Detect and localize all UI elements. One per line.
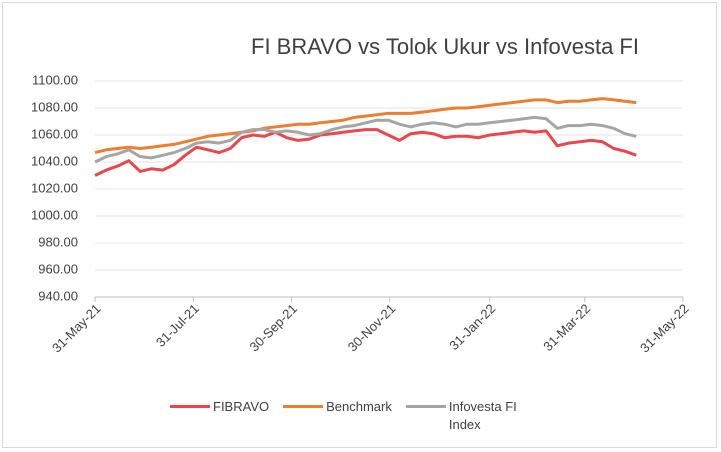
x-tick-label: 31-Jul-21 <box>153 301 202 350</box>
series-line <box>94 115 637 164</box>
y-tick-label: 1000.00 <box>31 207 78 222</box>
y-tick-label: 1100.00 <box>32 72 78 87</box>
y-tick-label: 1060.00 <box>31 126 78 141</box>
x-tick-label: 31-Mar-22 <box>540 301 593 354</box>
x-tick-label: 30-Sep-21 <box>247 301 301 355</box>
legend-swatch <box>283 405 324 408</box>
legend-label: FIBRAVO <box>213 399 270 414</box>
legend-label: Infovesta FI Index <box>448 399 517 432</box>
chart-card <box>2 2 717 448</box>
y-tick-label: 1040.00 <box>31 153 78 168</box>
x-tick-label: 31-Jan-22 <box>446 301 498 353</box>
legend: FIBRAVO Benchmark Infovesta FI Index <box>170 398 519 434</box>
y-tick-label: 980.00 <box>38 234 78 249</box>
series-line <box>94 97 637 155</box>
series-line <box>94 128 637 177</box>
legend-swatch <box>405 405 446 408</box>
x-tick-label: 31-May-22 <box>637 301 692 356</box>
y-tick-label: 1020.00 <box>31 180 78 195</box>
y-tick-label: 1080.00 <box>31 99 78 114</box>
y-tick-label: 960.00 <box>38 261 78 276</box>
chart-title: FI BRAVO vs Tolok Ukur vs Infovesta FI <box>251 34 639 59</box>
x-tick-label: 31-May-21 <box>49 301 104 356</box>
legend-swatch <box>170 405 210 408</box>
y-tick-label: 940.00 <box>38 288 78 303</box>
legend-item: FIBRAVO <box>170 398 269 434</box>
legend-label: Benchmark <box>326 399 392 414</box>
legend-item: Benchmark <box>283 398 392 434</box>
x-tick-label: 30-Nov-21 <box>345 301 399 355</box>
legend-item: Infovesta FI Index <box>405 398 519 434</box>
